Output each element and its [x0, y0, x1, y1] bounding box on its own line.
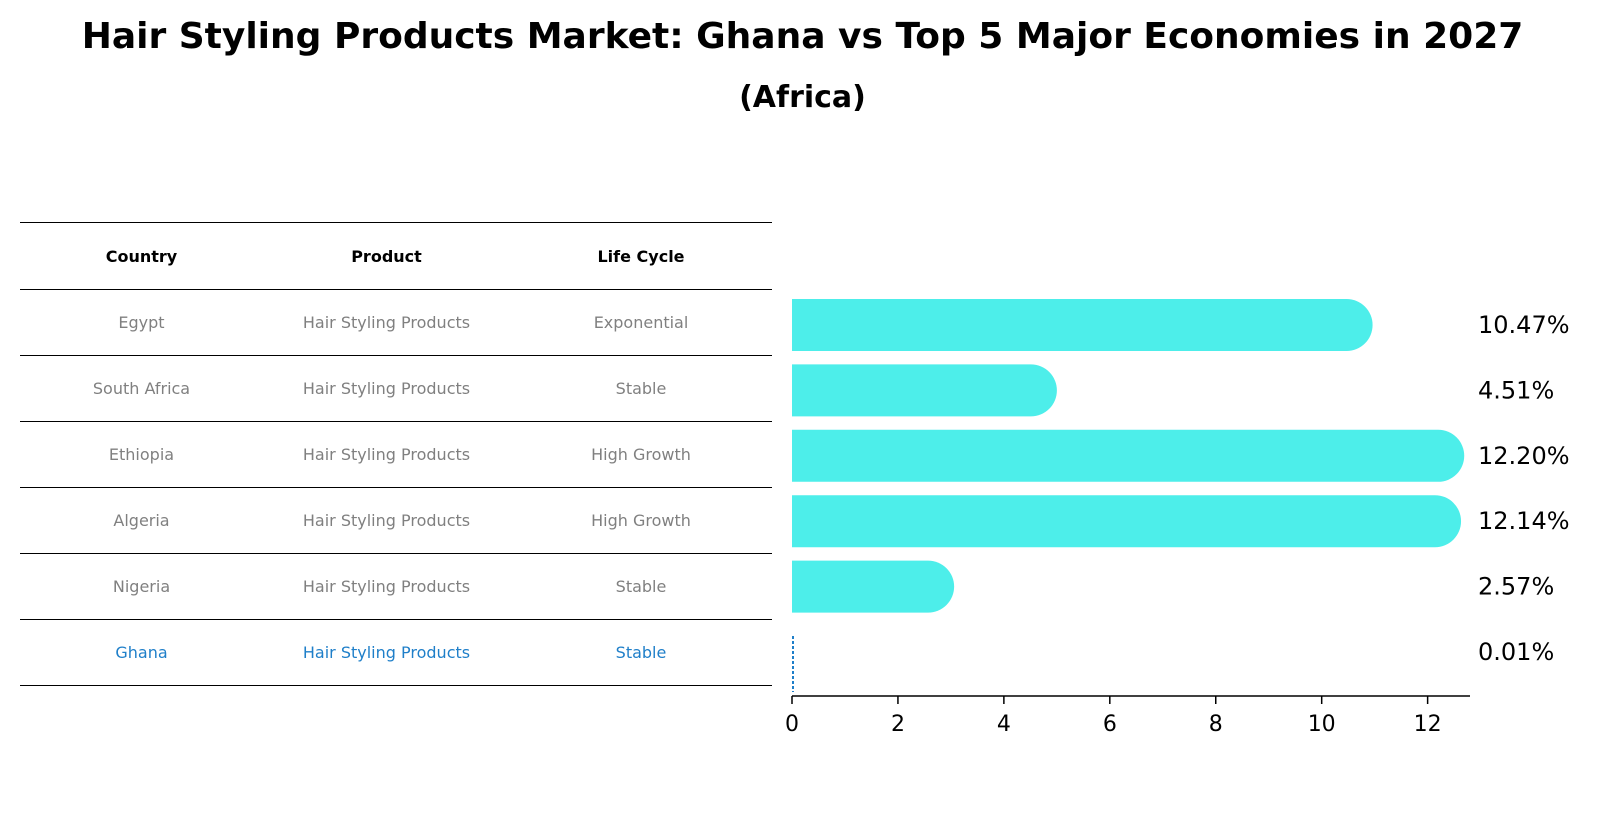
- x-tick-label-0: 0: [785, 712, 799, 737]
- header-country: Country: [20, 222, 263, 290]
- x-tick-label-4: 4: [997, 712, 1011, 737]
- cell-product: Hair Styling Products: [263, 553, 510, 620]
- cell-product: Hair Styling Products: [263, 487, 510, 554]
- bar-value-label-algeria: 12.14%: [1478, 507, 1570, 535]
- cell-life-cycle: Stable: [510, 619, 772, 686]
- table-row: Egypt Hair Styling Products Exponential: [20, 289, 772, 356]
- bar-nigeria: [792, 560, 955, 613]
- cell-country: Ghana: [20, 619, 263, 686]
- bar-value-label-ghana: 0.01%: [1478, 638, 1554, 666]
- cell-life-cycle: Stable: [510, 553, 772, 620]
- bar-ethiopia: [792, 429, 1465, 482]
- x-tick-label-10: 10: [1308, 712, 1336, 737]
- data-table: Country Product Life Cycle Egypt Hair St…: [20, 222, 772, 686]
- cell-product: Hair Styling Products: [263, 289, 510, 356]
- cell-country: Nigeria: [20, 553, 263, 620]
- cell-product: Hair Styling Products: [263, 421, 510, 488]
- table-row: Algeria Hair Styling Products High Growt…: [20, 487, 772, 554]
- table-row: Nigeria Hair Styling Products Stable: [20, 553, 772, 620]
- header-life-cycle: Life Cycle: [510, 222, 772, 290]
- x-tick-label-12: 12: [1414, 712, 1442, 737]
- x-tick-label-8: 8: [1209, 712, 1223, 737]
- cell-life-cycle: Stable: [510, 355, 772, 422]
- table-row-highlight: Ghana Hair Styling Products Stable: [20, 619, 772, 686]
- cell-country: Egypt: [20, 289, 263, 356]
- x-tick-label-2: 2: [891, 712, 905, 737]
- cell-life-cycle: High Growth: [510, 487, 772, 554]
- bar-value-label-ethiopia: 12.20%: [1478, 442, 1570, 470]
- cell-life-cycle: Exponential: [510, 289, 772, 356]
- chart-subtitle: (Africa): [739, 80, 866, 115]
- cell-country: Ethiopia: [20, 421, 263, 488]
- header-product: Product: [263, 222, 510, 290]
- bar-algeria: [792, 495, 1462, 548]
- cell-product: Hair Styling Products: [263, 619, 510, 686]
- bar-value-label-south-africa: 4.51%: [1478, 376, 1554, 404]
- table-row: Ethiopia Hair Styling Products High Grow…: [20, 421, 772, 488]
- bar-egypt: [792, 299, 1373, 351]
- x-tick-label-6: 6: [1103, 712, 1117, 737]
- bar-value-label-nigeria: 2.57%: [1478, 573, 1554, 601]
- table-header-row: Country Product Life Cycle: [20, 222, 772, 290]
- table-row: South Africa Hair Styling Products Stabl…: [20, 355, 772, 422]
- bar-value-label-egypt: 10.47%: [1478, 311, 1570, 339]
- cell-product: Hair Styling Products: [263, 355, 510, 422]
- cell-country: South Africa: [20, 355, 263, 422]
- chart-title: Hair Styling Products Market: Ghana vs T…: [81, 16, 1524, 57]
- cell-life-cycle: High Growth: [510, 421, 772, 488]
- bar-south-africa: [792, 364, 1057, 417]
- cell-country: Algeria: [20, 487, 263, 554]
